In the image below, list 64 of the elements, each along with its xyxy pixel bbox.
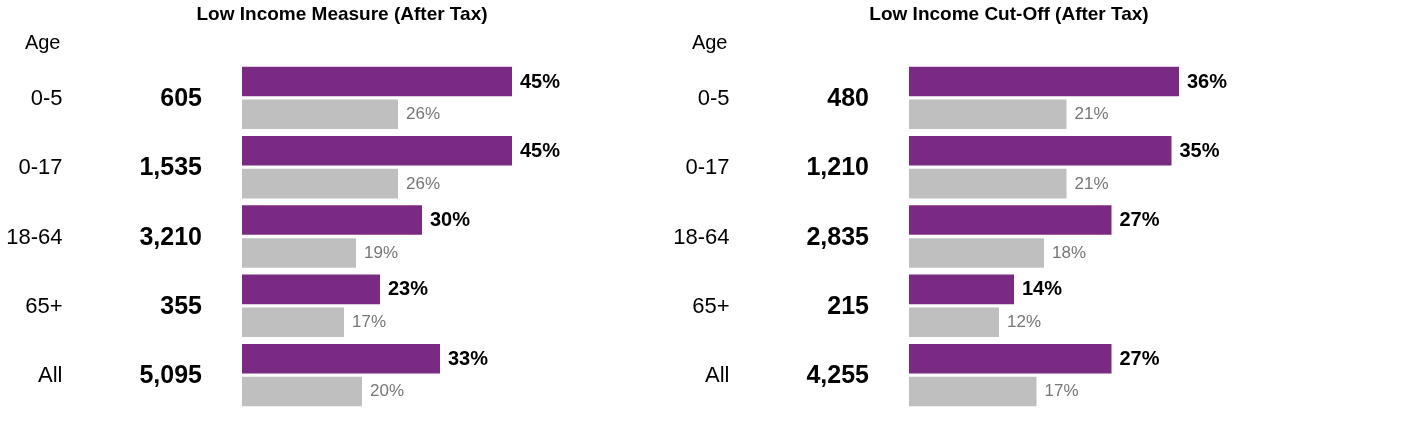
data-label: 35%	[1179, 138, 1220, 161]
y-tick-label: 18-64	[673, 223, 730, 249]
y-tick-label: 0-17	[685, 154, 730, 180]
y-tick-label: 65+	[692, 292, 730, 318]
bar	[909, 66, 1179, 97]
text: 2,835	[806, 221, 870, 250]
bar	[242, 66, 512, 97]
bar	[909, 307, 999, 337]
bar	[909, 168, 1067, 199]
data-label: 45%	[520, 69, 561, 92]
bar	[242, 307, 344, 337]
text: 3,210	[139, 221, 202, 250]
data-label: 27%	[1119, 208, 1160, 231]
text: 5,095	[139, 360, 203, 389]
data-label: 21%	[1074, 173, 1109, 193]
bar	[909, 136, 1172, 166]
data-label: 23%	[388, 277, 429, 300]
y-tick-label: 0-5	[697, 84, 730, 110]
y-axis-title: Age	[691, 30, 728, 53]
data-label: 18%	[1052, 242, 1087, 262]
y-tick-label: 18-64	[6, 223, 63, 249]
text: 4,255	[806, 360, 870, 389]
y-axis-title: Age	[24, 30, 61, 53]
bar	[909, 274, 1014, 305]
bar	[909, 238, 1044, 268]
data-label: 26%	[406, 173, 441, 193]
chart-title: Low Income Cut-Off (After Tax)	[869, 3, 1149, 24]
data-label: 33%	[448, 346, 489, 369]
data-label: 45%	[520, 138, 561, 161]
bar	[242, 274, 380, 305]
bar	[242, 99, 398, 130]
bar	[242, 168, 398, 199]
data-label: 20%	[370, 381, 405, 401]
data-label: 26%	[406, 104, 441, 124]
data-label: 19%	[364, 242, 399, 262]
text: 215	[827, 290, 870, 319]
y-tick-label: All	[705, 362, 730, 388]
data-label: 30%	[430, 208, 471, 231]
text: 1,535	[139, 152, 203, 181]
text: 605	[160, 82, 203, 111]
data-label: 17%	[1044, 381, 1079, 401]
bar	[242, 238, 356, 268]
data-label: 14%	[1022, 277, 1063, 300]
bar	[909, 343, 1112, 374]
bar	[909, 205, 1112, 235]
text: 1,210	[806, 152, 869, 181]
y-tick-label: 0-5	[30, 84, 63, 110]
chart-title: Low Income Measure (After Tax)	[196, 3, 488, 24]
bar	[242, 136, 512, 166]
data-label: 36%	[1187, 69, 1228, 92]
text: 355	[160, 290, 203, 319]
y-tick-label: All	[38, 362, 63, 388]
bar	[909, 376, 1037, 407]
data-label: 17%	[352, 312, 387, 332]
bar	[909, 99, 1067, 130]
y-tick-label: 0-17	[18, 154, 63, 180]
data-label: 21%	[1074, 104, 1109, 124]
bar	[242, 376, 362, 407]
text: 480	[827, 82, 869, 111]
data-label: 12%	[1007, 312, 1042, 332]
bar	[242, 205, 422, 235]
y-tick-label: 65+	[25, 292, 63, 318]
data-label: 27%	[1119, 346, 1160, 369]
bar	[242, 343, 440, 374]
